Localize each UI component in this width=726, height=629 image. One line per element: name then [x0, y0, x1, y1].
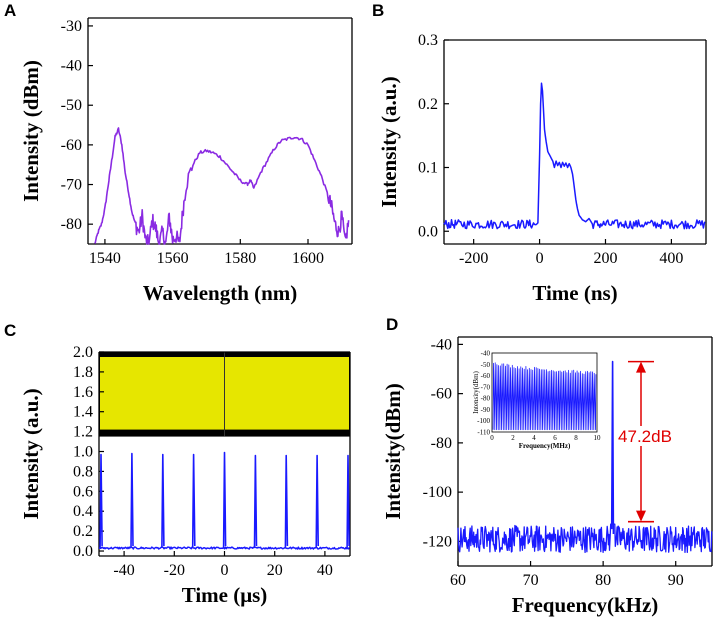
panel-b: -200 0 200 400 0.0 0.1 0.2 0.3 Time (ns) Intensit… [377, 32, 707, 305]
annotation-arrow-head-down [636, 510, 646, 522]
y-tick-label: -100 [423, 484, 452, 501]
panel-letter-b: B [372, 1, 384, 20]
x-tick-label: 1580 [224, 250, 256, 267]
y-tick-label: 1.0 [73, 444, 93, 461]
x-tick-label: 60 [450, 572, 466, 589]
x-tick-label: 70 [523, 572, 539, 589]
panel-letter-c: C [4, 321, 16, 340]
y-tick-label: 0.3 [418, 32, 438, 49]
inset-x-tick-label: 0 [490, 434, 494, 442]
x-axis-label: Frequency(kHz) [512, 593, 659, 617]
y-tick-label: -60 [431, 386, 452, 403]
inset-y-tick-label: -80 [481, 395, 491, 403]
peak-line [610, 360, 615, 535]
inset-x-tick-label: 4 [532, 434, 536, 442]
pulse-peak [130, 452, 134, 549]
y-tick-label: -80 [61, 216, 82, 233]
y-tick-label: 0.4 [73, 503, 93, 520]
x-tick-label: 80 [595, 572, 611, 589]
panel-letter-d: D [386, 315, 398, 334]
y-tick-label: 0.8 [73, 463, 93, 480]
spectrum-line [94, 127, 350, 245]
y-tick-label: 0.0 [418, 223, 438, 240]
y-tick-label: 1.8 [73, 364, 93, 381]
x-tick-label: 0 [536, 250, 544, 267]
x-tick-label: 0 [221, 562, 229, 579]
inset-y-tick-label: -70 [481, 383, 491, 391]
y-tick-label: 0.0 [73, 543, 93, 560]
y-tick-label: -30 [61, 18, 82, 35]
inset-x-tick-label: 8 [574, 434, 578, 442]
inset-x-axis-label: Frequency(MHz) [519, 442, 571, 450]
y-axis-label: Intensity (a.u.) [377, 76, 401, 207]
y-axis-label: Intensity (dBm) [19, 60, 43, 202]
baseline-line [98, 546, 351, 550]
y-tick-label: -50 [61, 97, 82, 114]
inset-chart: 0 2 4 6 8 10 -110 -100 -90 -80 -70 -60 -50 -40 Frequen… [472, 350, 601, 451]
annotation-arrow-head-up [636, 361, 646, 373]
pulse-peak [191, 453, 196, 549]
inset-comb-line [492, 362, 597, 431]
inset-y-tick-label: -40 [481, 350, 491, 358]
x-tick-label: 400 [659, 250, 683, 267]
panel-c: -40 -20 0 20 40 0.0 0.2 0.4 0.6 0.8 1.0 1.2 1.4 1.6 1.… [19, 344, 351, 607]
inset-y-tick-label: -60 [481, 372, 491, 380]
y-axis-label: Intensity(dBm) [381, 383, 405, 520]
x-tick-label: 1540 [89, 250, 121, 267]
inset-y-tick-label: -110 [477, 429, 490, 437]
x-tick-label: 40 [317, 562, 333, 579]
inset-x-tick-label: 2 [511, 434, 515, 442]
x-axis-label: Wavelength (nm) [143, 281, 298, 305]
x-tick-label: -200 [459, 250, 488, 267]
panel-d: 60 70 80 90-120-100-80-60-40Frequency(kHz)I… [381, 336, 713, 617]
panel-a: 1540 1560 1580 1600 -80 -70 -60 -50 -40 -30 Wavele… [19, 17, 353, 305]
y-tick-label: 1.2 [73, 424, 93, 441]
x-tick-label: -20 [164, 562, 185, 579]
inset-x-tick-label: 10 [594, 434, 602, 442]
pulse-peak [99, 453, 103, 549]
y-tick-label: 0.6 [73, 483, 93, 500]
y-tick-label: 1.4 [73, 404, 93, 421]
x-tick-label: 20 [267, 562, 283, 579]
pulse-peak [346, 454, 350, 549]
y-tick-label: 0.1 [418, 160, 438, 177]
pulse-peak [161, 453, 165, 549]
pulse-peak [222, 451, 227, 549]
y-tick-label: -40 [61, 58, 82, 75]
x-tick-label: 200 [593, 250, 617, 267]
y-tick-label: 1.6 [73, 384, 93, 401]
x-axis-label: Time (μs) [182, 583, 268, 607]
x-axis-label: Time (ns) [532, 281, 617, 305]
pulse-peak [253, 454, 258, 549]
y-tick-label: -40 [431, 336, 452, 353]
inset-y-tick-label: -50 [481, 361, 491, 369]
y-tick-label: 2.0 [73, 344, 93, 361]
inset-x-tick-label: 6 [553, 434, 557, 442]
pulse-line [443, 82, 706, 230]
annotation-label-bg [619, 426, 671, 446]
inset-y-axis-label: Intensity(dBm) [472, 370, 480, 413]
inset-y-tick-label: -90 [481, 406, 491, 414]
pulse-peak [315, 454, 319, 549]
y-tick-label: -80 [431, 435, 452, 452]
x-tick-label: 1560 [157, 250, 189, 267]
x-tick-label: -40 [113, 562, 134, 579]
pulse-peak [284, 454, 289, 549]
y-tick-label: 0.2 [73, 523, 93, 540]
panel-letter-a: A [4, 1, 16, 20]
y-tick-label: -120 [423, 533, 452, 550]
x-tick-label: 90 [668, 572, 684, 589]
inset-y-tick-label: -100 [477, 417, 490, 425]
x-tick-label: 1600 [292, 250, 324, 267]
y-tick-label: -70 [61, 177, 82, 194]
y-tick-label: 0.2 [418, 96, 438, 113]
noise-line [457, 523, 713, 554]
y-tick-label: -60 [61, 137, 82, 154]
y-axis-label: Intensity (a.u.) [19, 388, 43, 519]
annotation-label: 47.2dB [618, 427, 672, 446]
